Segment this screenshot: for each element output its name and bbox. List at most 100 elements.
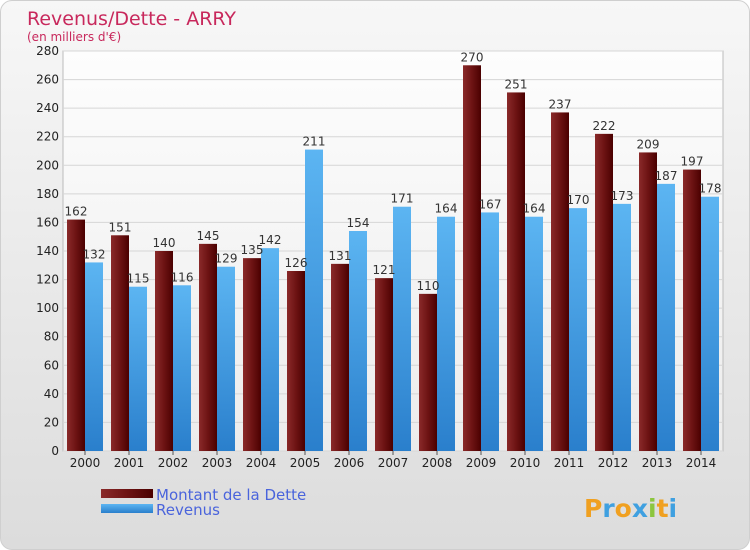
data-label: 173 [611, 189, 634, 203]
legend-label-debt: Montant de la Dette [156, 486, 306, 504]
bar-revenus-2008 [437, 216, 455, 451]
y-tick-label: 40 [44, 387, 59, 401]
bar-revenus-2012 [613, 203, 631, 451]
data-label: 171 [391, 192, 414, 206]
data-label: 142 [259, 233, 282, 247]
bar-revenus-2002 [173, 285, 191, 451]
legend: Montant de la Dette Revenus [101, 486, 306, 519]
chart-title: Revenus/Dette - ARRY [27, 8, 236, 30]
data-label: 251 [505, 77, 528, 91]
data-label: 197 [681, 155, 704, 169]
y-tick-label: 120 [36, 273, 59, 287]
data-label: 154 [347, 216, 370, 230]
bar-debt-2013 [639, 152, 657, 451]
y-tick-label: 100 [36, 301, 59, 315]
x-tick-label: 2004 [246, 456, 277, 470]
bar-revenus-2011 [569, 208, 587, 451]
x-tick-label: 2007 [378, 456, 409, 470]
x-tick-label: 2000 [70, 456, 101, 470]
data-label: 151 [109, 220, 132, 234]
data-label: 145 [197, 229, 220, 243]
data-label: 270 [461, 50, 484, 64]
x-tick-label: 2012 [598, 456, 629, 470]
data-label: 126 [285, 256, 308, 270]
bar-debt-2009 [463, 65, 481, 452]
data-label: 170 [567, 193, 590, 207]
x-tick-label: 2005 [290, 456, 321, 470]
y-axis-ticks: 0 20 40 60 80 100 120 140 160 180 200 220 240 260 280 [36, 44, 59, 458]
legend-swatch-revenus [101, 504, 153, 513]
data-label: 167 [479, 197, 502, 211]
data-label: 132 [83, 247, 106, 261]
y-tick-label: 240 [36, 101, 59, 115]
data-label: 110 [417, 279, 440, 293]
data-label: 162 [65, 205, 88, 219]
legend-label-revenus: Revenus [156, 501, 220, 519]
bar-debt-2001 [111, 235, 129, 451]
bar-debt-2000 [67, 219, 85, 451]
bar-debt-2010 [507, 92, 525, 451]
x-tick-label: 2010 [510, 456, 541, 470]
x-axis-ticks: 2000 2001 2002 2003 2004 2005 2006 2007 2008 2009… [70, 451, 717, 470]
data-label: 131 [329, 249, 352, 263]
bar-revenus-2006 [349, 231, 367, 451]
data-label: 187 [655, 169, 678, 183]
y-tick-label: 220 [36, 130, 59, 144]
y-tick-label: 0 [51, 444, 59, 458]
data-label: 164 [435, 202, 458, 216]
data-label: 211 [303, 135, 326, 149]
bar-revenus-2009 [481, 212, 499, 451]
x-tick-label: 2009 [466, 456, 497, 470]
bar-debt-2002 [155, 251, 173, 451]
bar-debt-2006 [331, 263, 349, 451]
y-tick-label: 200 [36, 158, 59, 172]
bar-debt-2014 [683, 169, 701, 452]
bar-debt-2004 [243, 258, 261, 451]
bar-revenus-2010 [525, 216, 543, 451]
bar-revenus-2007 [393, 206, 411, 451]
data-label: 135 [241, 243, 264, 257]
x-tick-label: 2013 [642, 456, 673, 470]
y-tick-label: 20 [44, 415, 59, 429]
y-tick-label: 60 [44, 358, 59, 372]
data-label: 209 [637, 137, 660, 151]
bar-revenus-2014 [701, 196, 719, 451]
bar-revenus-2013 [657, 183, 675, 451]
bar-debt-2012 [595, 133, 613, 451]
bar-debt-2003 [199, 243, 217, 451]
bar-revenus-2001 [129, 286, 147, 451]
y-tick-label: 80 [44, 330, 59, 344]
y-tick-label: 160 [36, 215, 59, 229]
x-tick-label: 2006 [334, 456, 365, 470]
data-label: 140 [153, 236, 176, 250]
data-label: 115 [127, 272, 150, 286]
data-label: 121 [373, 263, 396, 277]
data-label: 178 [699, 182, 722, 196]
x-tick-label: 2011 [554, 456, 585, 470]
legend-swatch-debt [101, 489, 153, 498]
bar-revenus-2005 [305, 149, 323, 452]
bar-debt-2011 [551, 112, 569, 451]
y-tick-label: 260 [36, 73, 59, 87]
bar-revenus-2000 [85, 262, 103, 451]
x-tick-label: 2001 [114, 456, 145, 470]
x-tick-label: 2008 [422, 456, 453, 470]
svg-text:Proxiti: Proxiti [584, 494, 677, 523]
x-tick-label: 2002 [158, 456, 189, 470]
bars [67, 65, 719, 452]
bar-revenus-2004 [261, 248, 279, 451]
x-tick-label: 2014 [686, 456, 717, 470]
data-label: 129 [215, 252, 238, 266]
chart-subtitle: (en milliers d'€) [27, 30, 121, 44]
data-label: 237 [549, 97, 572, 111]
bar-debt-2007 [375, 278, 393, 451]
bar-debt-2005 [287, 271, 305, 451]
y-tick-label: 140 [36, 244, 59, 258]
bar-debt-2008 [419, 293, 437, 451]
data-label: 222 [593, 119, 616, 133]
data-label: 164 [523, 202, 546, 216]
y-tick-label: 280 [36, 44, 59, 58]
